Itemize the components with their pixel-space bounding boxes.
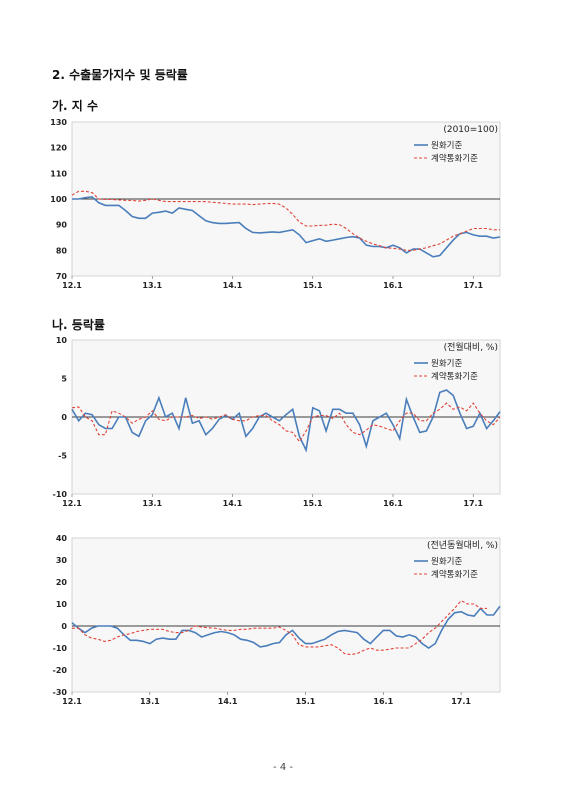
y-tick-label: 10 [56, 336, 68, 345]
page-number: - 4 - [273, 762, 293, 773]
y-tick-label: 0 [61, 413, 67, 422]
x-tick-label: 14.1 [218, 697, 238, 706]
y-tick-label: -5 [58, 452, 67, 461]
section-heading-export-price-index: 2. 수출물가지수 및 등락률 [52, 68, 188, 82]
x-tick-label: 16.1 [373, 697, 393, 706]
x-tick-label: 17.1 [463, 281, 483, 290]
legend-label-1: 원화기준 [431, 557, 462, 567]
unit-label: (2010=100) [443, 125, 498, 135]
y-tick-label: 120 [50, 144, 67, 153]
chart-svg: -10 -5 0 5 10 12.1 13.1 14.1 15.1 16.1 17.1 (전월대비, … [53, 336, 501, 508]
legend-label-2: 계약통화기준 [431, 153, 478, 164]
y-tick-label: 100 [50, 195, 67, 204]
chart-month-on-month: -10 -5 0 5 10 12.1 13.1 14.1 15.1 16.1 17.1 (전월대비, … [40, 336, 512, 514]
y-tick-label: 110 [50, 169, 67, 178]
series-line-2 [71, 402, 501, 443]
y-tick-label: 0 [61, 622, 67, 631]
x-tick-label: 16.1 [383, 281, 403, 290]
y-tick-label: 90 [56, 221, 68, 230]
series-line-2 [71, 190, 500, 251]
chart-svg: -30 -20 -10 0 10 20 30 40 12.1 13.1 14.1 15.1 16.1 17… [53, 534, 501, 706]
y-tick-label: 40 [56, 534, 68, 543]
x-tick-label: 12.1 [62, 697, 82, 706]
series-line-1 [71, 605, 501, 649]
x-tick-label: 15.1 [303, 281, 323, 290]
subheading-index: 가. 지 수 [52, 99, 99, 113]
y-tick-label: 70 [56, 272, 68, 281]
legend-label-2: 계약통화기준 [431, 371, 478, 382]
subheading-change-rate: 나. 등락률 [52, 318, 105, 332]
chart-export-price-index: 70 80 90 100 110 120 130 12.1 13.1 14.1 15.1 16.1 17… [40, 118, 512, 296]
y-tick-label: 130 [50, 118, 67, 127]
series-line-1 [72, 196, 501, 258]
y-tick-label: -10 [53, 490, 68, 499]
x-tick-label: 15.1 [303, 499, 323, 508]
x-tick-label: 13.1 [142, 281, 162, 290]
legend-label-1: 원화기준 [431, 359, 462, 369]
x-tick-label: 15.1 [296, 697, 316, 706]
y-tick-label: 80 [56, 246, 68, 255]
unit-label: (전월대비, %) [444, 341, 498, 353]
y-tick-label: 5 [61, 375, 67, 384]
legend-label-1: 원화기준 [431, 141, 462, 151]
x-tick-label: 17.1 [463, 499, 483, 508]
y-tick-label: -30 [53, 688, 68, 697]
x-tick-label: 13.1 [140, 697, 160, 706]
chart-svg: 70 80 90 100 110 120 130 12.1 13.1 14.1 15.1 16.1 17… [50, 118, 501, 290]
x-tick-label: 14.1 [223, 499, 243, 508]
series-line-2 [72, 600, 487, 656]
y-tick-label: -10 [53, 644, 68, 653]
y-tick-label: -20 [53, 666, 68, 675]
y-tick-label: 30 [56, 556, 68, 565]
series-line-1 [71, 389, 501, 453]
legend-label-2: 계약통화기준 [431, 569, 478, 580]
x-tick-label: 17.1 [451, 697, 471, 706]
x-tick-label: 16.1 [383, 499, 403, 508]
x-tick-label: 12.1 [62, 499, 82, 508]
y-tick-label: 20 [56, 578, 68, 587]
y-tick-label: 10 [56, 600, 68, 609]
x-tick-label: 14.1 [223, 281, 243, 290]
x-tick-label: 12.1 [62, 281, 82, 290]
plot-area [71, 537, 501, 693]
chart-year-on-year: -30 -20 -10 0 10 20 30 40 12.1 13.1 14.1 15.1 16.1 17… [40, 534, 512, 712]
x-tick-label: 13.1 [142, 499, 162, 508]
unit-label: (전년동월대비, %) [427, 539, 498, 551]
